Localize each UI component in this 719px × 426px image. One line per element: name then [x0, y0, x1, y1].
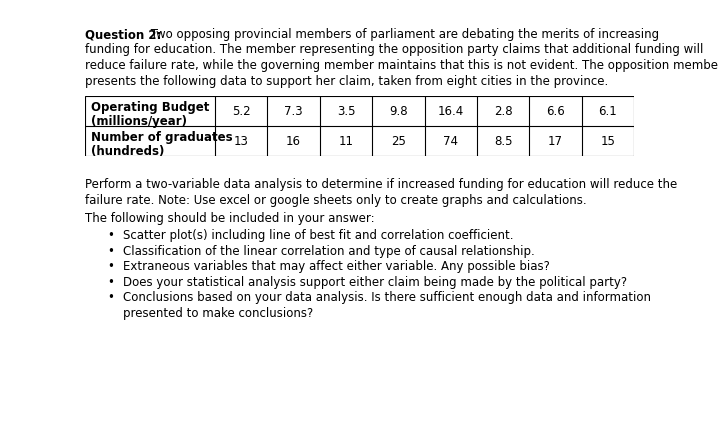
- Text: •: •: [107, 228, 114, 242]
- Text: 74: 74: [443, 135, 458, 148]
- Text: 11: 11: [339, 135, 354, 148]
- Text: Perform a two-variable data analysis to determine if increased funding for educa: Perform a two-variable data analysis to …: [85, 178, 677, 191]
- Text: Two opposing provincial members of parliament are debating the merits of increas: Two opposing provincial members of parli…: [147, 28, 659, 41]
- Text: The following should be included in your answer:: The following should be included in your…: [85, 211, 375, 225]
- Text: (millions/year): (millions/year): [91, 115, 187, 128]
- Text: •: •: [107, 291, 114, 303]
- Text: presents the following data to support her claim, taken from eight cities in the: presents the following data to support h…: [85, 74, 608, 87]
- Text: 25: 25: [391, 135, 406, 148]
- Text: failure rate. Note: Use excel or google sheets only to create graphs and calcula: failure rate. Note: Use excel or google …: [85, 193, 587, 207]
- Text: Number of graduates: Number of graduates: [91, 130, 233, 143]
- Text: •: •: [107, 275, 114, 288]
- Text: 15: 15: [600, 135, 615, 148]
- Text: 7.3: 7.3: [284, 105, 303, 118]
- Text: 6.6: 6.6: [546, 105, 565, 118]
- Text: 13: 13: [234, 135, 249, 148]
- Text: reduce failure rate, while the governing member maintains that this is not evide: reduce failure rate, while the governing…: [85, 59, 719, 72]
- Text: 9.8: 9.8: [389, 105, 408, 118]
- Text: 16.4: 16.4: [438, 105, 464, 118]
- Text: 2.8: 2.8: [494, 105, 513, 118]
- Text: Classification of the linear correlation and type of causal relationship.: Classification of the linear correlation…: [123, 244, 535, 257]
- Text: Scatter plot(s) including line of best fit and correlation coefficient.: Scatter plot(s) including line of best f…: [123, 228, 513, 242]
- Text: Operating Budget: Operating Budget: [91, 100, 209, 113]
- Text: 6.1: 6.1: [598, 105, 617, 118]
- Text: funding for education. The member representing the opposition party claims that : funding for education. The member repres…: [85, 43, 703, 56]
- Text: Does your statistical analysis support either claim being made by the political : Does your statistical analysis support e…: [123, 275, 627, 288]
- Text: 16: 16: [286, 135, 301, 148]
- Text: Conclusions based on your data analysis. Is there sufficient enough data and inf: Conclusions based on your data analysis.…: [123, 291, 651, 303]
- Text: 8.5: 8.5: [494, 135, 513, 148]
- Text: 3.5: 3.5: [336, 105, 355, 118]
- Text: 5.2: 5.2: [232, 105, 250, 118]
- Text: Question 2:: Question 2:: [85, 28, 161, 41]
- Text: Extraneous variables that may affect either variable. Any possible bias?: Extraneous variables that may affect eit…: [123, 259, 550, 272]
- Text: (hundreds): (hundreds): [91, 145, 165, 158]
- Text: •: •: [107, 259, 114, 272]
- Text: presented to make conclusions?: presented to make conclusions?: [123, 306, 313, 319]
- Text: •: •: [107, 244, 114, 257]
- Text: 17: 17: [548, 135, 563, 148]
